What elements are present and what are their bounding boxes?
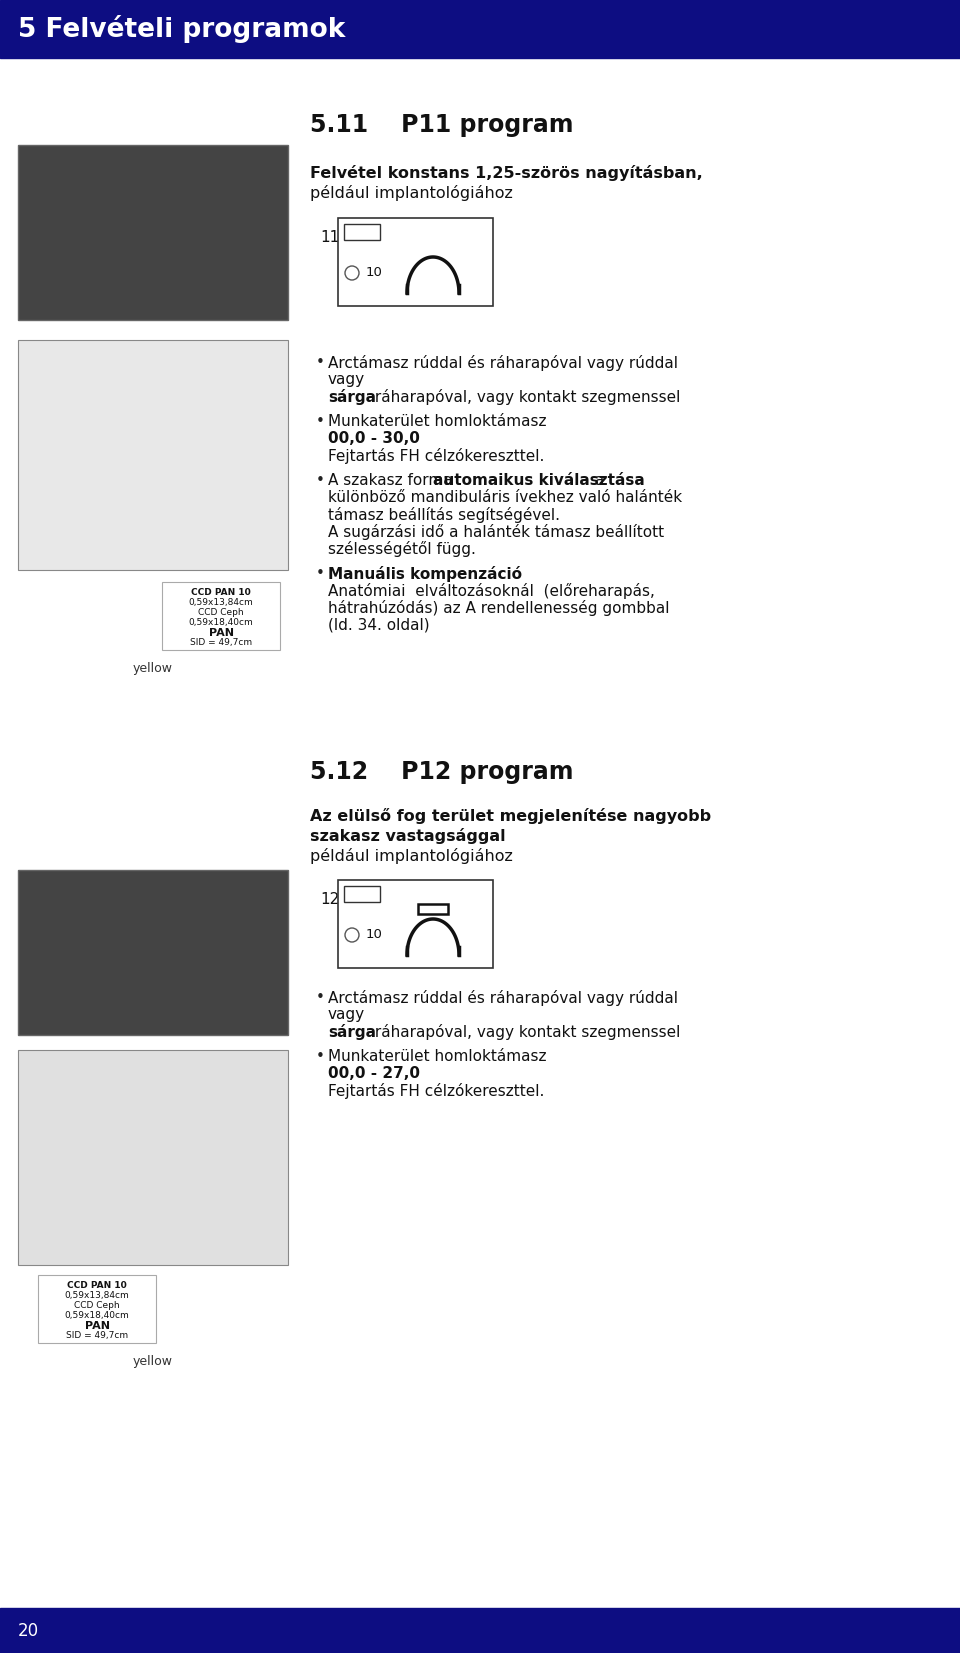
Text: A sugárzási idő a halánték támasz beállított: A sugárzási idő a halánték támasz beállí… bbox=[328, 524, 664, 541]
Text: •: • bbox=[316, 990, 324, 1005]
Text: Felvétel konstans 1,25-szörös nagyításban,: Felvétel konstans 1,25-szörös nagyításba… bbox=[310, 165, 703, 180]
Text: PAN: PAN bbox=[208, 628, 233, 638]
Text: 20: 20 bbox=[18, 1622, 39, 1640]
Text: CCD Ceph: CCD Ceph bbox=[198, 608, 244, 617]
Text: •: • bbox=[316, 1050, 324, 1065]
Text: PAN: PAN bbox=[84, 1321, 109, 1331]
Text: automaikus kiválasztása: automaikus kiválasztása bbox=[433, 473, 645, 488]
Text: 5 Felvételi programok: 5 Felvételi programok bbox=[18, 15, 346, 43]
Text: 5.12    P12 program: 5.12 P12 program bbox=[310, 760, 573, 784]
Bar bbox=[344, 886, 380, 903]
Text: Fejtartás FH célzókereszttel.: Fejtartás FH célzókereszttel. bbox=[328, 1083, 544, 1099]
Text: 0,59x18,40cm: 0,59x18,40cm bbox=[188, 618, 253, 626]
Text: 11: 11 bbox=[320, 230, 339, 245]
Text: 00,0 - 27,0: 00,0 - 27,0 bbox=[328, 1066, 420, 1081]
Text: ráharapóval, vagy kontakt szegmenssel: ráharapóval, vagy kontakt szegmenssel bbox=[370, 1023, 681, 1040]
Text: szakasz vastagsággal: szakasz vastagsággal bbox=[310, 828, 506, 845]
Text: 5.11    P11 program: 5.11 P11 program bbox=[310, 112, 573, 137]
Text: •: • bbox=[316, 355, 324, 370]
Text: Fejtartás FH célzókereszttel.: Fejtartás FH célzókereszttel. bbox=[328, 448, 544, 464]
Text: •: • bbox=[316, 413, 324, 430]
Text: 0,59x13,84cm: 0,59x13,84cm bbox=[188, 598, 253, 607]
Bar bbox=[162, 582, 280, 650]
Text: sárga: sárga bbox=[328, 1023, 376, 1040]
Bar bbox=[344, 225, 380, 240]
Bar bbox=[38, 1274, 156, 1342]
Text: 0,59x18,40cm: 0,59x18,40cm bbox=[64, 1311, 130, 1321]
Text: 10: 10 bbox=[366, 929, 383, 942]
Text: ráharapóval, vagy kontakt szegmenssel: ráharapóval, vagy kontakt szegmenssel bbox=[370, 388, 681, 405]
Bar bbox=[18, 145, 288, 321]
Bar bbox=[418, 904, 448, 914]
Text: 00,0 - 30,0: 00,0 - 30,0 bbox=[328, 431, 420, 446]
Bar bbox=[18, 341, 288, 570]
Text: •: • bbox=[316, 473, 324, 488]
Text: különböző mandibuláris ívekhez való halánték: különböző mandibuláris ívekhez való halá… bbox=[328, 489, 683, 506]
Bar bbox=[0, 1608, 960, 1653]
Text: a: a bbox=[590, 473, 604, 488]
Text: •: • bbox=[316, 565, 324, 580]
Text: 12: 12 bbox=[320, 893, 339, 907]
Text: vagy: vagy bbox=[328, 1007, 365, 1022]
Text: sárga: sárga bbox=[328, 388, 376, 405]
Text: támasz beállítás segítségével.: támasz beállítás segítségével. bbox=[328, 507, 560, 522]
Text: SID = 49,7cm: SID = 49,7cm bbox=[66, 1331, 128, 1341]
Text: Az elülső fog terület megjelenítése nagyobb: Az elülső fog terület megjelenítése nagy… bbox=[310, 808, 711, 823]
Text: Arctámasz rúddal és ráharapóval vagy rúddal: Arctámasz rúddal és ráharapóval vagy rúd… bbox=[328, 355, 678, 370]
Text: Anatómiai  elváltozásoknál  (előreharapás,: Anatómiai elváltozásoknál (előreharapás, bbox=[328, 584, 655, 598]
Text: hátrahúzódás) az A rendellenesség gombbal: hátrahúzódás) az A rendellenesség gombba… bbox=[328, 600, 669, 617]
Text: 10: 10 bbox=[366, 266, 383, 279]
Text: Munkaterület homloktámasz: Munkaterület homloktámasz bbox=[328, 1050, 546, 1065]
Text: vagy: vagy bbox=[328, 372, 365, 387]
Text: például implantológiához: például implantológiához bbox=[310, 848, 513, 865]
Text: yellow: yellow bbox=[133, 661, 173, 674]
Text: 0,59x13,84cm: 0,59x13,84cm bbox=[64, 1291, 130, 1299]
Text: CCD PAN 10: CCD PAN 10 bbox=[191, 588, 251, 597]
Text: (ld. 34. oldal): (ld. 34. oldal) bbox=[328, 617, 430, 631]
Text: Manuális kompenzáció: Manuális kompenzáció bbox=[328, 565, 522, 582]
Text: SID = 49,7cm: SID = 49,7cm bbox=[190, 638, 252, 646]
Bar bbox=[18, 1050, 288, 1265]
Text: szélességétől függ.: szélességétől függ. bbox=[328, 541, 476, 557]
Text: A szakasz forma: A szakasz forma bbox=[328, 473, 458, 488]
Text: például implantológiához: például implantológiához bbox=[310, 185, 513, 202]
Text: Arctámasz rúddal és ráharapóval vagy rúddal: Arctámasz rúddal és ráharapóval vagy rúd… bbox=[328, 990, 678, 1007]
Text: CCD Ceph: CCD Ceph bbox=[74, 1301, 120, 1309]
Bar bbox=[0, 0, 960, 58]
Bar bbox=[18, 869, 288, 1035]
Text: yellow: yellow bbox=[133, 1355, 173, 1369]
Bar bbox=[338, 218, 493, 306]
Text: CCD PAN 10: CCD PAN 10 bbox=[67, 1281, 127, 1289]
Bar bbox=[338, 879, 493, 969]
Text: Munkaterület homloktámasz: Munkaterület homloktámasz bbox=[328, 413, 546, 430]
